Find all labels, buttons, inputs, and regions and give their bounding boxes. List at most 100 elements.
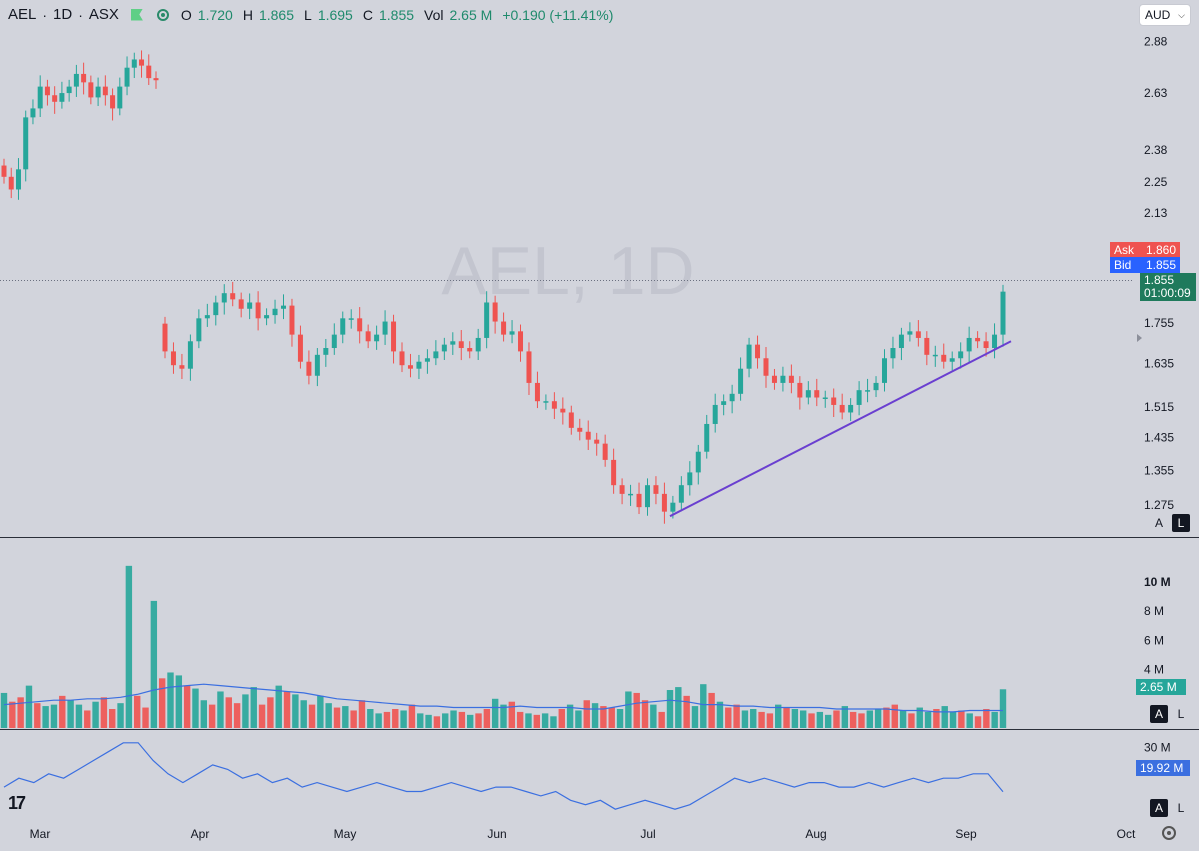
candle-body [602,443,608,460]
candle [712,393,718,433]
candle [881,349,887,392]
candle-body [264,315,270,319]
candle [890,336,896,369]
candle [518,324,524,362]
volume-bar [941,706,948,728]
volume-log-toggle[interactable]: L [1177,707,1185,721]
symbol-name[interactable]: AEL [8,6,37,23]
volume-bar [874,709,882,728]
candle-body [187,341,193,369]
candle-body [238,299,244,309]
volume-axis[interactable]: 10 M 8 M 6 M 4 M [1144,575,1171,677]
market-status-icon[interactable] [156,8,169,21]
interval[interactable]: 1D [53,6,73,23]
watermark: AEL, 1D [441,233,694,309]
volume-bar [899,710,907,728]
volume-bar [500,704,507,728]
candle [146,54,152,85]
volume-bar [400,710,407,728]
volume-tick-label: 6 M [1144,633,1164,647]
volume-bar [217,691,224,728]
candle-body [23,117,29,170]
gear-icon[interactable] [1162,826,1176,840]
indicator-layer [3,742,1004,810]
candle [306,350,312,385]
candle [289,298,295,347]
candle [117,77,123,116]
candle-body [416,361,422,369]
volume-bar [333,707,341,728]
volume-bar [883,707,890,728]
candle-body [983,341,989,349]
bid-tag: Bid 1.855 [1110,257,1180,273]
candle-body [526,351,532,383]
log-scale-toggle[interactable]: L [1172,514,1190,532]
volume-bar [833,710,840,728]
close-value: 1.855 [378,6,415,23]
volume-tick-label: 4 M [1144,663,1164,677]
volume-bar [791,709,799,728]
candle-body [374,334,380,342]
volume-bar [616,709,624,728]
volume-bar [949,711,957,728]
candle [831,388,837,418]
volume-bar [683,695,690,728]
volume-bar [50,704,58,728]
auto-scale-toggle[interactable]: A [1154,516,1163,530]
time-axis[interactable]: Mar Apr May Jun Jul Aug Sep Oct [30,827,1136,841]
volume-bar [508,701,516,728]
candle-body [873,382,879,391]
volume-bar [483,709,491,728]
indicator-auto-toggle[interactable]: A [1150,799,1168,817]
collapse-arrow-icon[interactable] [1137,334,1142,342]
volume-bar [417,713,424,728]
candle [619,478,625,505]
volume-auto-toggle[interactable]: A [1150,705,1168,723]
bar-countdown: 01:00:09 [1144,286,1191,300]
candle-body [839,404,845,413]
candle-body [611,459,617,486]
candle [348,309,354,329]
volume-bar [392,709,399,728]
currency-select[interactable]: AUD ⌵ [1139,4,1191,26]
indicator-log-toggle[interactable]: L [1177,801,1185,815]
candle [949,351,955,371]
tradingview-logo-icon[interactable]: 17 [8,793,26,813]
volume-bar [358,700,366,728]
candle [81,62,87,95]
candle [110,88,116,121]
candle [746,337,752,378]
volume-bar [691,706,699,728]
candle [52,86,58,114]
volume-bar [183,685,191,728]
candle [407,353,413,378]
volume-bar [783,707,790,728]
candle [763,346,769,388]
indicator-axis[interactable]: 30 M [1144,740,1171,754]
volume-bar [84,710,91,728]
candle-body [110,95,116,109]
candle-body [704,423,710,452]
volume-bar [442,713,449,728]
trendline-layer[interactable] [669,340,1012,518]
flag-icon[interactable] [130,8,143,21]
volume-bar [158,678,166,728]
volume-bar [275,685,282,728]
candle [492,295,498,334]
candle-body [484,302,490,338]
volume-bar [342,706,349,728]
candle-body [458,341,464,349]
volume-bar [775,704,782,728]
volume-bar [525,713,532,728]
trendline [669,340,1012,518]
candle [941,343,947,369]
time-tick-label: May [334,827,357,841]
open-label: O [180,6,192,23]
volume-bar [225,697,232,728]
volume-bar [974,716,982,728]
volume-bar [849,711,857,728]
candle-body [501,321,507,335]
volume-bar [283,691,291,728]
